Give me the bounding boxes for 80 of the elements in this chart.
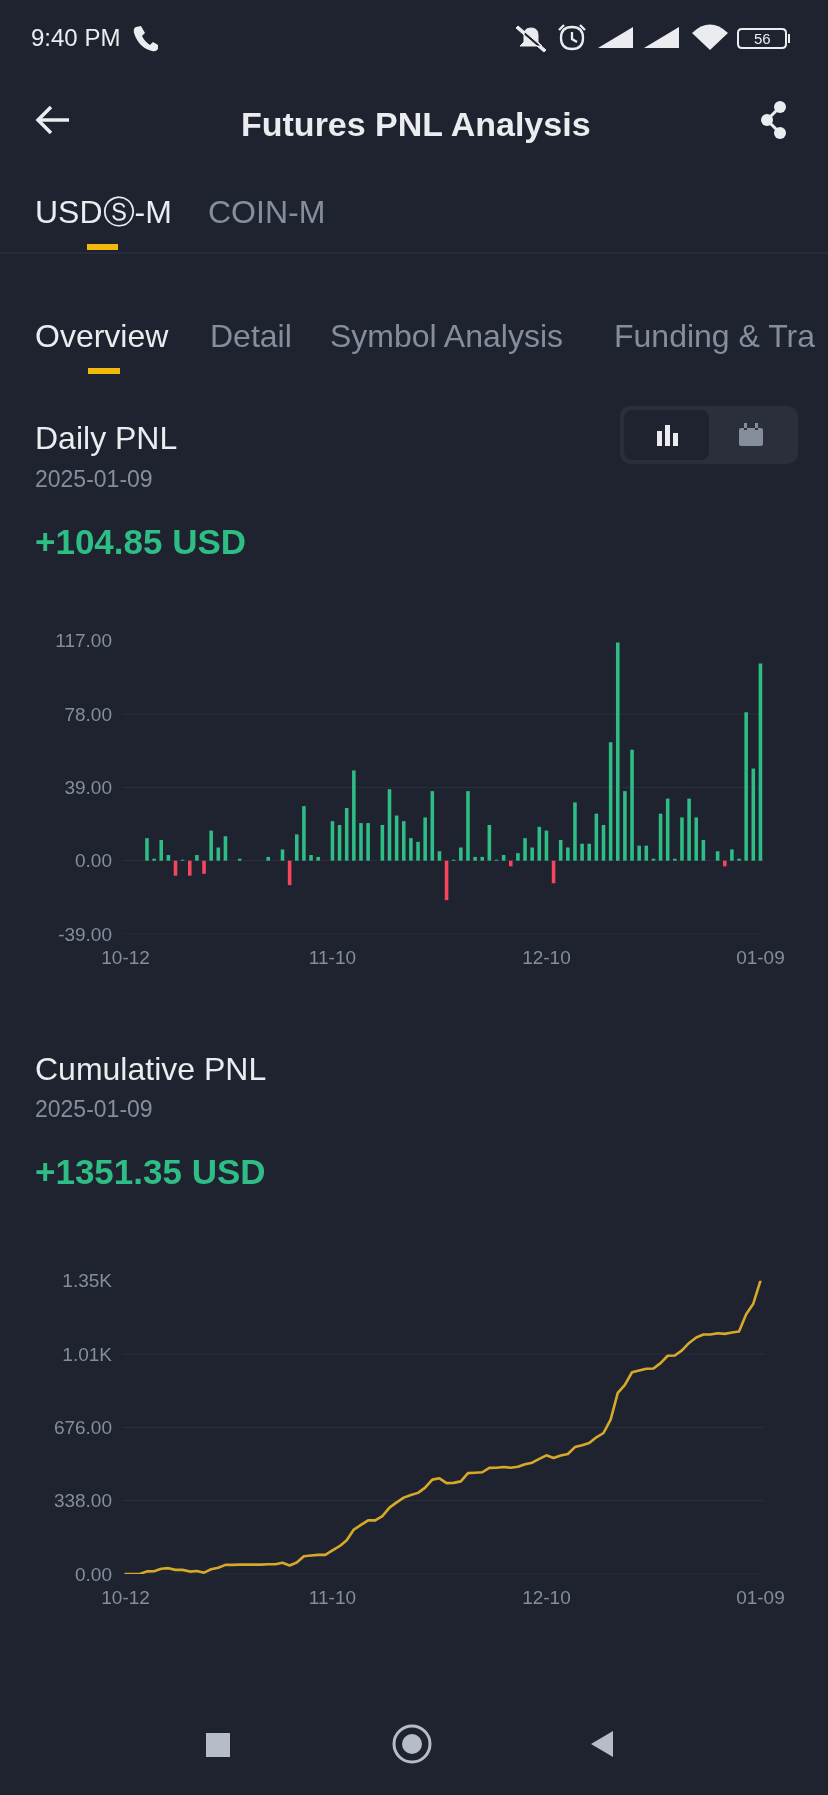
y-tick-label: 0.00 (75, 850, 112, 872)
bar (673, 858, 677, 861)
text: Futures PNL Analysis (241, 105, 591, 143)
text: Symbol Analysis (330, 318, 563, 354)
x-tick-label: 10-12 (101, 947, 150, 968)
bar (187, 860, 192, 876)
bar (573, 802, 577, 861)
bar (516, 853, 520, 861)
chart-subtitle: 2025-01-09 (35, 1096, 153, 1122)
bar (587, 843, 592, 861)
y-tick-label: 117.00 (55, 630, 112, 652)
x-tick-label: 12-10 (522, 947, 571, 968)
bar (523, 838, 527, 861)
bar (694, 817, 699, 861)
bar (309, 855, 313, 861)
bar (615, 642, 620, 861)
y-tick-label: 78.00 (64, 703, 112, 725)
bar (744, 712, 748, 861)
bar (159, 839, 164, 861)
y-tick-label: 0.00 (75, 1563, 112, 1585)
bar (409, 838, 413, 861)
bar (401, 821, 406, 861)
chart-subtitle: 2025-01-09 (35, 466, 153, 492)
bar (580, 843, 584, 861)
y-tick-label: 676.00 (53, 1417, 112, 1438)
x-tick-label: 10-12 (101, 1587, 150, 1608)
bar (152, 858, 156, 861)
y-tick-label: 1.35K (62, 1270, 113, 1292)
bar (508, 860, 513, 867)
bar (722, 860, 727, 867)
bar (166, 855, 171, 861)
text: Funding & Tra (614, 318, 816, 354)
y-tick-label: 338.00 (53, 1490, 112, 1512)
bar (366, 823, 370, 861)
x-tick-label: 01-09 (736, 947, 785, 968)
line-series (124, 1280, 762, 1574)
text: 9:40 PM (31, 24, 121, 51)
bar (737, 858, 741, 861)
text: Overview (35, 318, 170, 354)
bar (466, 791, 470, 861)
bar (266, 856, 271, 861)
y-tick-label: 1.01K (62, 1343, 113, 1365)
bar (202, 860, 206, 874)
text: +1351.35 USD (35, 1152, 266, 1191)
bar (195, 855, 199, 861)
bar (423, 817, 427, 861)
text: +104.85 USD (35, 522, 247, 561)
bar (730, 849, 734, 861)
bar (352, 770, 356, 861)
bar (566, 847, 570, 861)
chart-title: Daily PNL (35, 420, 178, 456)
bar (530, 847, 534, 861)
bar (145, 838, 149, 861)
bar (687, 798, 691, 861)
text: COIN-M (208, 194, 326, 230)
bar (637, 845, 641, 861)
bar (459, 847, 463, 861)
text: Detail (210, 318, 292, 354)
text: USDⓈ-M (35, 194, 172, 230)
text: 56 (754, 30, 771, 47)
bar (680, 817, 684, 861)
bar (359, 823, 363, 861)
bar (294, 834, 299, 861)
bar (473, 856, 477, 861)
x-tick-label: 11-10 (308, 1587, 357, 1608)
bar (623, 791, 627, 861)
x-tick-label: 12-10 (522, 1587, 571, 1608)
bar (630, 749, 634, 861)
bar (302, 806, 306, 861)
bar (209, 830, 213, 861)
x-tick-label: 01-09 (736, 1587, 785, 1608)
x-tick-label: 11-10 (308, 947, 357, 968)
bar (280, 849, 285, 861)
bar (480, 856, 485, 861)
chart-title: Cumulative PNL (35, 1051, 267, 1087)
bar (416, 841, 420, 861)
bar (501, 855, 506, 861)
bar (316, 856, 320, 861)
y-tick-label: 39.00 (64, 777, 112, 798)
y-tick-label: -39.00 (58, 923, 112, 945)
